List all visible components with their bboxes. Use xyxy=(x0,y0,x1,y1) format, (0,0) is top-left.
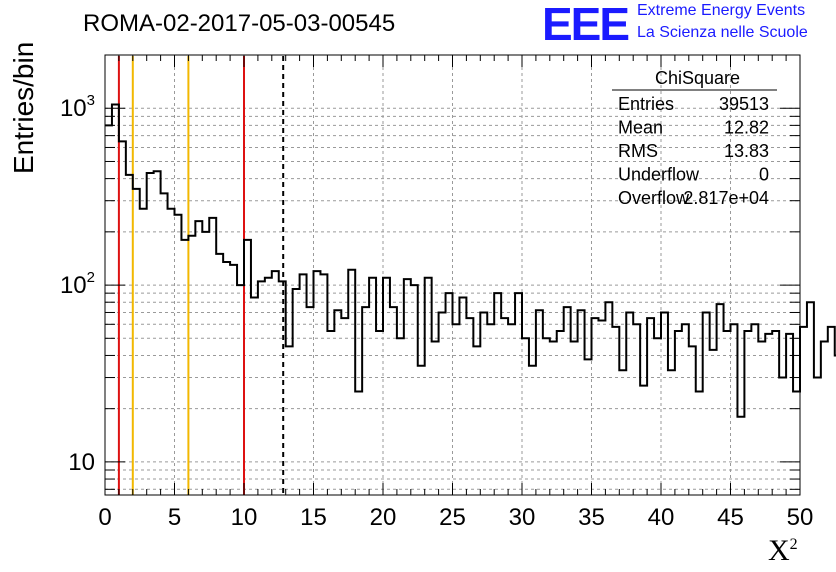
x-axis-label-superscript: 2 xyxy=(789,536,798,553)
y-tick-base: 10 xyxy=(60,272,87,299)
logo-line-2: La Scienza nelle Scuole xyxy=(637,24,808,41)
x-tick-label: 30 xyxy=(509,504,536,531)
stats-label: Mean xyxy=(618,118,663,138)
y-tick-exponent: 2 xyxy=(87,269,95,286)
x-tick-label: 5 xyxy=(168,504,181,531)
eee-logo: EEE xyxy=(542,0,630,50)
logo-line-1: Extreme Energy Events xyxy=(637,2,806,19)
y-tick-label: 10 xyxy=(68,449,95,476)
grid xyxy=(105,55,800,495)
x-tick-label: 35 xyxy=(578,504,605,531)
x-tick-label: 20 xyxy=(370,504,397,531)
x-tick-label: 10 xyxy=(231,504,258,531)
x-axis-label: X2 xyxy=(768,534,798,568)
histogram-line xyxy=(105,103,836,418)
stats-value: 0 xyxy=(759,165,769,185)
stats-title: ChiSquare xyxy=(655,68,740,88)
stats-label: RMS xyxy=(618,141,658,161)
stats-value: 13.83 xyxy=(724,141,769,161)
stats-label: Entries xyxy=(618,94,674,114)
y-tick-label: 103 xyxy=(60,92,95,122)
stats-label: Underflow xyxy=(618,165,700,185)
x-axis-label-base: X xyxy=(768,534,790,567)
y-tick-label: 102 xyxy=(60,269,95,299)
y-tick-base: 10 xyxy=(60,95,87,122)
y-tick-base: 10 xyxy=(68,449,95,476)
x-tick-label: 40 xyxy=(648,504,675,531)
chart-title: ROMA-02-2017-05-03-00545 xyxy=(83,10,396,37)
stats-value: 12.82 xyxy=(724,118,769,138)
vertical-markers xyxy=(117,56,285,495)
stats-value: 39513 xyxy=(719,94,769,114)
stats-value: 2.817e+04 xyxy=(683,188,769,208)
x-tick-label: 25 xyxy=(439,504,466,531)
x-tick-label: 0 xyxy=(98,504,111,531)
stats-box: ChiSquare Entries 39513 Mean 12.82 RMS 13.83 Un… xyxy=(612,68,777,208)
x-tick-label: 45 xyxy=(717,504,744,531)
y-tick-exponent: 3 xyxy=(87,92,95,109)
stats-label: Overflow xyxy=(618,188,690,208)
x-tick-label: 15 xyxy=(300,504,327,531)
x-tick-label: 50 xyxy=(787,504,814,531)
